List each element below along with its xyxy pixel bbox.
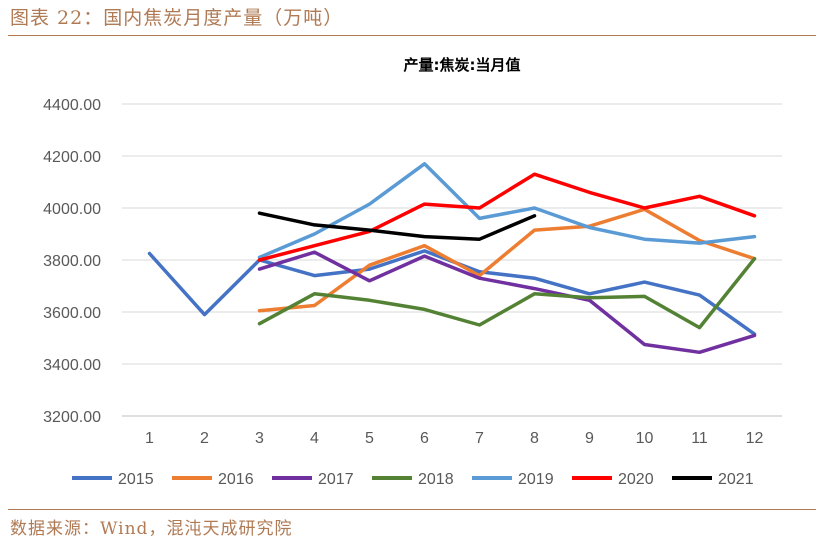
x-tick-label: 2 (200, 430, 209, 447)
y-tick-label: 3200.00 (43, 409, 101, 426)
legend-label-2021: 2021 (718, 471, 754, 488)
legend-label-2016: 2016 (218, 471, 254, 488)
series-lines (147, 162, 757, 355)
x-tick-label: 8 (530, 430, 539, 447)
figure-title: 图表 22：国内焦炭月度产量（万吨） (10, 7, 344, 29)
legend: 2015 2016 2017 2018 2019 2020 2021 (72, 471, 754, 488)
y-tick-label: 3800.00 (43, 253, 101, 270)
y-tick-label: 3600.00 (43, 305, 101, 322)
y-tick-label: 4200.00 (43, 149, 101, 166)
legend-label-2017: 2017 (318, 471, 354, 488)
x-tick-label: 5 (365, 430, 374, 447)
y-axis-ticks: 3200.00 3400.00 3600.00 3800.00 4000.00 4200.… (43, 97, 101, 426)
series-line-2018 (257, 256, 757, 330)
x-tick-label: 4 (310, 430, 319, 447)
title-rule (8, 35, 816, 36)
x-tick-label: 1 (145, 430, 154, 447)
series-line-2020 (257, 172, 757, 262)
series-line-2021 (257, 211, 537, 241)
x-tick-label: 3 (255, 430, 264, 447)
source-rule (8, 509, 816, 510)
legend-label-2019: 2019 (518, 471, 554, 488)
x-tick-label: 6 (420, 430, 429, 447)
y-tick-label: 4000.00 (43, 201, 101, 218)
series-line-2017 (257, 250, 757, 355)
x-axis-ticks: 1 2 3 4 5 6 7 8 9 10 11 12 (145, 430, 763, 447)
legend-label-2015: 2015 (118, 471, 154, 488)
x-tick-label: 7 (475, 430, 484, 447)
x-tick-label: 11 (691, 430, 708, 447)
legend-label-2020: 2020 (618, 471, 654, 488)
figure-source: 数据来源：Wind，混沌天成研究院 (10, 519, 293, 539)
x-tick-label: 9 (585, 430, 594, 447)
series-line-2019 (257, 162, 757, 260)
series-line-2016 (257, 207, 757, 313)
chart-title: 产量:焦炭:当月值 (404, 56, 521, 74)
x-tick-label: 12 (746, 430, 764, 447)
x-tick-label: 10 (636, 430, 654, 447)
y-tick-label: 4400.00 (43, 97, 101, 114)
y-tick-label: 3400.00 (43, 357, 101, 374)
legend-label-2018: 2018 (418, 471, 454, 488)
series-line-2015 (147, 249, 757, 336)
